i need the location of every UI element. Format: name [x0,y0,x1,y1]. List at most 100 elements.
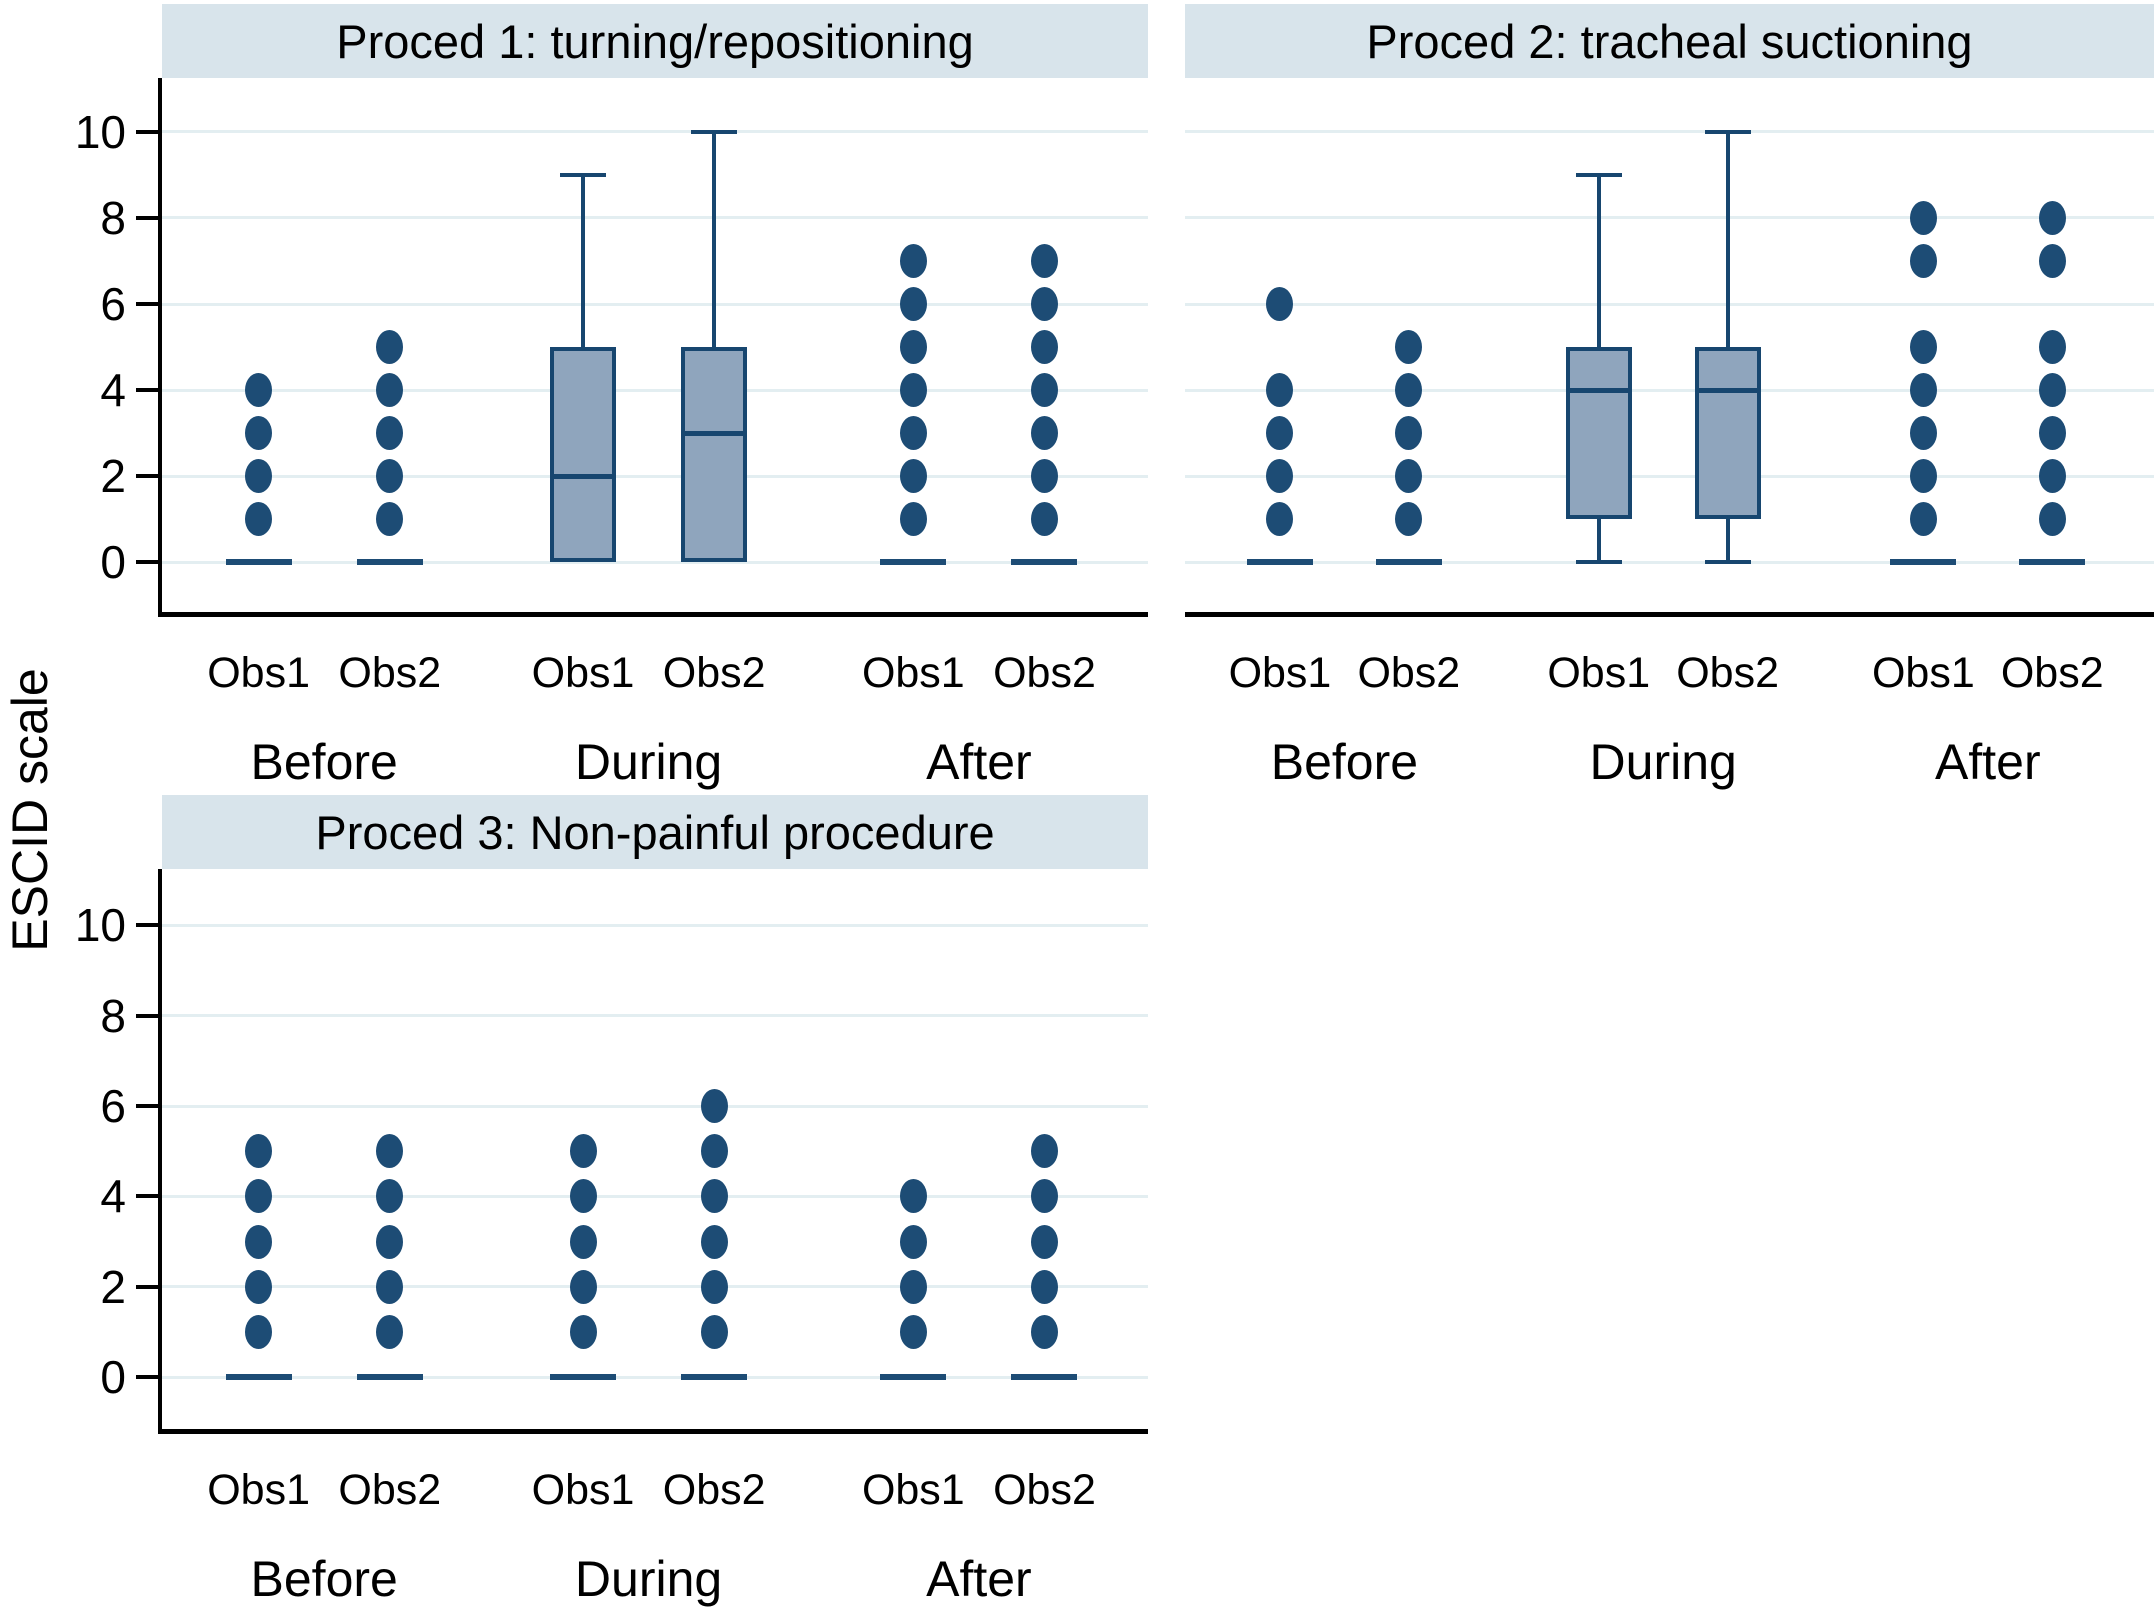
panel-1-title: Proced 1: turning/repositioning [336,14,974,68]
outlier-dot [1030,244,1058,279]
outlier-dot [1030,373,1058,408]
iqr-box [1694,347,1761,520]
outlier-dot [376,1224,404,1259]
outlier-dot [1266,459,1294,494]
median-line [1694,387,1761,393]
outlier-dot [569,1179,597,1214]
lower-whisker-cap [1575,560,1622,565]
outlier-dot [1909,416,1937,451]
outlier-dot [1266,287,1294,322]
outlier-dot [2038,330,2066,365]
gridline-0 [1185,560,2154,564]
median-line [880,1374,947,1381]
median-line [2019,559,2086,566]
gridline-4 [1185,388,2154,392]
y-tick-label: 8 [100,191,126,244]
gridline-0 [162,560,1148,564]
y-tick-label: 2 [100,450,126,503]
outlier-dot [1030,416,1058,451]
outlier-dot [1395,416,1423,451]
y-tick-mark [136,388,158,393]
iqr-box [681,347,748,563]
panel-1-plot-area: 0 2 4 6 8 10 Obs1 Obs2 Before Obs1 Obs2 During Obs1 O… [75,78,1148,787]
gridline-6 [162,302,1148,306]
outlier-dot [569,1314,597,1349]
outlier-dot [1909,200,1937,235]
iqr-box [1565,347,1632,520]
y-tick-mark [136,474,158,479]
observer-label: Obs2 [662,1466,766,1514]
panel-2-title-band: Proced 2: tracheal suctioning [1185,4,2154,78]
group-label: Before [250,734,398,790]
median-line [1890,559,1957,566]
outlier-dot [1030,287,1058,322]
outlier-dot [899,1179,927,1214]
group-label: After [926,1551,1032,1607]
y-tick-label: 10 [74,899,126,952]
outlier-dot [1266,502,1294,537]
median-line [225,1374,292,1381]
panel-3-title-band: Proced 3: Non-painful procedure [162,795,1148,869]
group-label: After [1935,734,2041,790]
outlier-dot [899,287,927,322]
outlier-dot [245,1224,273,1259]
observer-label: Obs2 [1357,649,1461,697]
y-tick-label: 10 [74,105,126,158]
observer-label: Obs1 [207,1466,311,1514]
gridline-10 [1185,130,2154,134]
y-tick-mark [136,923,158,928]
lower-whisker-cap [1704,560,1751,565]
outlier-dot [2038,200,2066,235]
median-line [681,430,748,436]
outlier-dot [2038,502,2066,537]
observer-label: Obs2 [338,1466,442,1514]
outlier-dot [899,416,927,451]
gridline-8 [162,216,1148,220]
gridline-2 [162,1285,1148,1289]
upper-whisker [1725,131,1730,348]
upper-whisker-cap [1575,172,1622,177]
outlier-dot [376,1269,404,1304]
y-tick-mark [136,1375,158,1380]
outlier-dot [376,459,404,494]
outlier-dot [1030,502,1058,537]
upper-whisker-cap [691,129,738,134]
outlier-dot [376,373,404,408]
y-tick-label: 4 [100,1170,126,1223]
outlier-dot [1395,459,1423,494]
outlier-dot [1909,330,1937,365]
median-line [225,559,292,566]
outlier-dot [700,1089,728,1124]
iqr-box [550,347,617,563]
gridline-4 [162,388,1148,392]
group-label: During [1589,734,1737,790]
gridline-6 [1185,302,2154,306]
y-axis-line [158,869,162,1434]
x-axis-line [1185,612,2154,617]
y-tick-label: 6 [100,278,126,331]
outlier-dot [376,502,404,537]
y-tick-mark [136,129,158,134]
outlier-dot [569,1134,597,1169]
observer-label: Obs1 [861,649,965,697]
y-tick-label: 6 [100,1080,126,1133]
median-line [880,559,947,566]
outlier-dot [1030,459,1058,494]
panel-3-title: Proced 3: Non-painful procedure [315,805,995,859]
y-tick-mark [136,1284,158,1289]
outlier-dot [245,459,273,494]
outlier-dot [245,1314,273,1349]
outlier-dot [245,416,273,451]
median-line [1375,559,1442,566]
group-label: During [574,1551,723,1607]
gridline-4 [162,1194,1148,1198]
outlier-dot [1266,373,1294,408]
y-tick-label: 2 [100,1260,126,1313]
outlier-dot [1030,1269,1058,1304]
outlier-dot [1909,244,1937,279]
outlier-dot [2038,373,2066,408]
observer-label: Obs2 [2000,649,2104,697]
panel-2-title: Proced 2: tracheal suctioning [1366,14,1973,68]
outlier-dot [1030,330,1058,365]
panel-proced-3: Proced 3: Non-painful procedure 0 2 4 6 8 10 O… [75,795,1148,1617]
